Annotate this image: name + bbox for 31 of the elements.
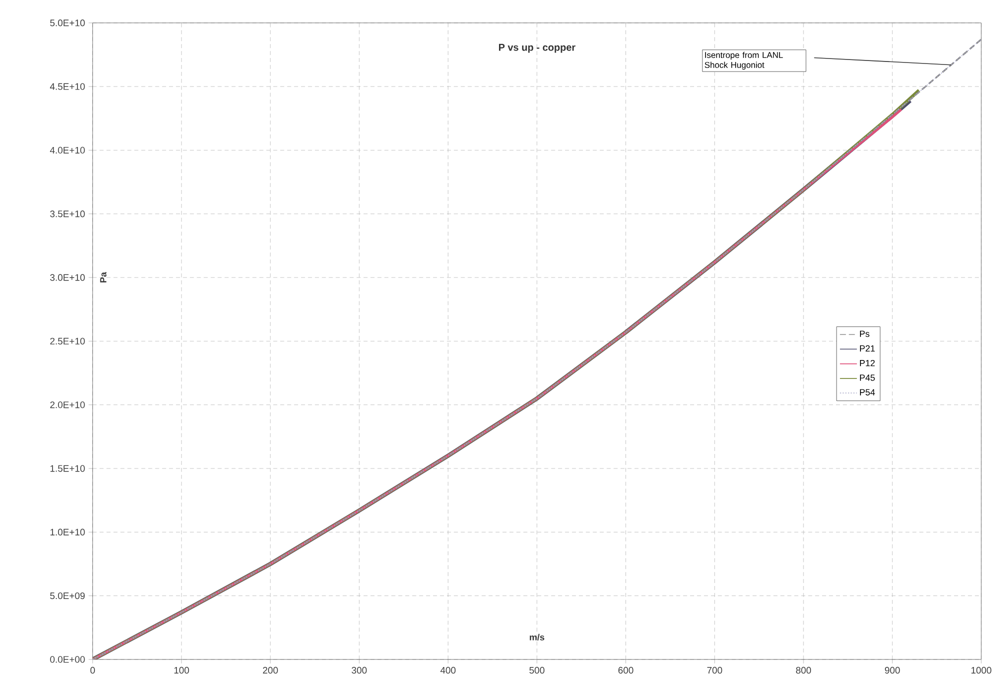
- y-tick-label: 1.5E+10: [50, 464, 85, 472]
- x-tick-label: 400: [440, 666, 456, 674]
- y-tick-label: 5.0E+10: [50, 19, 85, 26]
- annotation: Isentrope from LANL Shock Hugoniot: [704, 52, 783, 70]
- y-tick-label: 2.0E+10: [50, 401, 85, 408]
- x-tick-label: 200: [262, 666, 278, 674]
- legend-label: P12: [860, 360, 875, 366]
- x-tick-label: 0: [90, 666, 95, 674]
- x-tick-label: 600: [618, 666, 634, 674]
- x-axis-title: m/s: [530, 634, 544, 640]
- x-tick-label: 500: [529, 666, 544, 674]
- y-tick-label: 4.0E+10: [50, 146, 85, 154]
- text: P vs up - copper: [498, 44, 576, 53]
- y-tick-label: 2.5E+10: [50, 338, 85, 344]
- y-tick-label: 3.5E+10: [50, 210, 85, 218]
- x-tick-label: 700: [707, 666, 722, 674]
- x-tick-label: 900: [884, 666, 900, 674]
- legend-label: P54: [860, 389, 875, 396]
- x-tick-label: 1000: [971, 666, 992, 674]
- y-tick-label: 1.0E+10: [50, 528, 85, 536]
- x-tick-label: 300: [352, 666, 367, 674]
- y-tick-label: 4.5E+10: [50, 83, 85, 90]
- x-tick-label: 800: [796, 666, 811, 674]
- y-axis-title: Pa: [100, 272, 106, 282]
- y-tick-label: 3.0E+10: [50, 274, 85, 281]
- x-tick-label: 100: [174, 666, 189, 674]
- y-tick-label: 5.0E+09: [50, 592, 85, 599]
- legend-label: Ps: [860, 330, 870, 337]
- y-tick-label: 0.0E+00: [50, 656, 85, 663]
- legend-label: P21: [860, 345, 875, 352]
- legend-label: P45: [860, 374, 875, 381]
